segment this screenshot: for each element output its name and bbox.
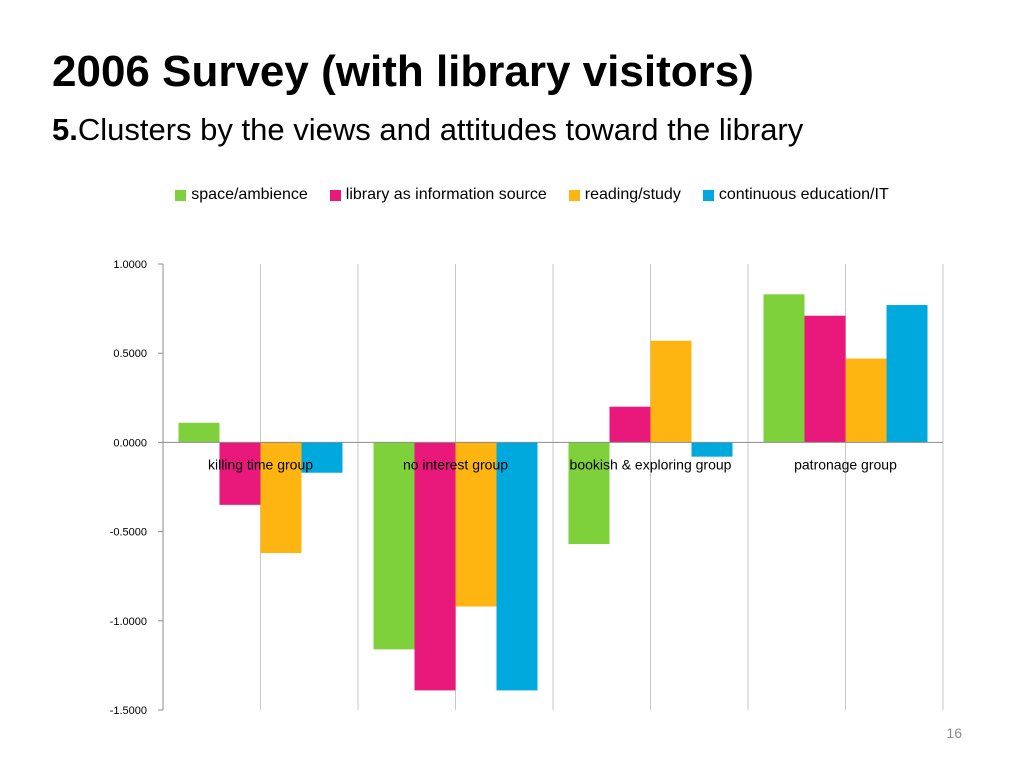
x-category-label: bookish & exploring group xyxy=(570,456,732,472)
bar xyxy=(219,442,261,505)
legend-label-space-ambience: space/ambience xyxy=(191,186,308,203)
bar xyxy=(414,442,456,691)
legend-swatch-reading-study xyxy=(568,189,580,201)
bar xyxy=(260,442,302,554)
legend-item-continuous-education: continuous education/IT xyxy=(702,186,889,204)
legend-swatch-information-source xyxy=(329,189,341,201)
bar xyxy=(763,294,805,443)
x-category-label: no interest group xyxy=(403,456,508,472)
slide-subtitle: 5.Clusters by the views and attitudes to… xyxy=(52,110,803,150)
legend-swatch-continuous-education xyxy=(702,189,714,201)
bar xyxy=(301,442,343,473)
subtitle-number: 5. xyxy=(52,112,78,147)
bar xyxy=(650,340,692,443)
x-category-label: patronage group xyxy=(794,456,897,472)
subtitle-text: Clusters by the views and attitudes towa… xyxy=(77,112,804,147)
y-tick-label: 1.0000 xyxy=(113,259,147,271)
page-number: 16 xyxy=(946,725,962,741)
legend-label-reading-study: reading/study xyxy=(584,186,681,203)
x-category-label: killing time group xyxy=(208,456,313,472)
bar xyxy=(178,422,220,443)
bar xyxy=(804,315,846,443)
legend-label-continuous-education: continuous education/IT xyxy=(718,186,889,203)
slide-title: 2006 Survey (with library visitors) xyxy=(52,47,754,96)
legend-item-space-ambience: space/ambience xyxy=(175,186,308,204)
y-tick-label: -1.5000 xyxy=(110,705,147,717)
y-tick-label: -0.5000 xyxy=(110,527,147,539)
bar xyxy=(568,442,610,545)
bar xyxy=(691,442,733,457)
bar xyxy=(373,442,415,650)
legend-swatch-space-ambience xyxy=(175,189,187,201)
y-tick-label: -1.0000 xyxy=(110,616,147,628)
bar xyxy=(609,406,651,443)
bar xyxy=(845,358,887,443)
bar xyxy=(455,442,497,607)
legend-item-reading-study: reading/study xyxy=(568,186,681,204)
legend-label-information-source: library as information source xyxy=(345,186,547,203)
y-tick-label: 0.0000 xyxy=(113,437,147,449)
bar xyxy=(886,305,928,443)
legend-item-information-source: library as information source xyxy=(329,186,547,204)
y-tick-label: 0.5000 xyxy=(113,348,147,360)
bar xyxy=(496,442,538,691)
chart-legend: space/ambience library as information so… xyxy=(0,186,1024,204)
